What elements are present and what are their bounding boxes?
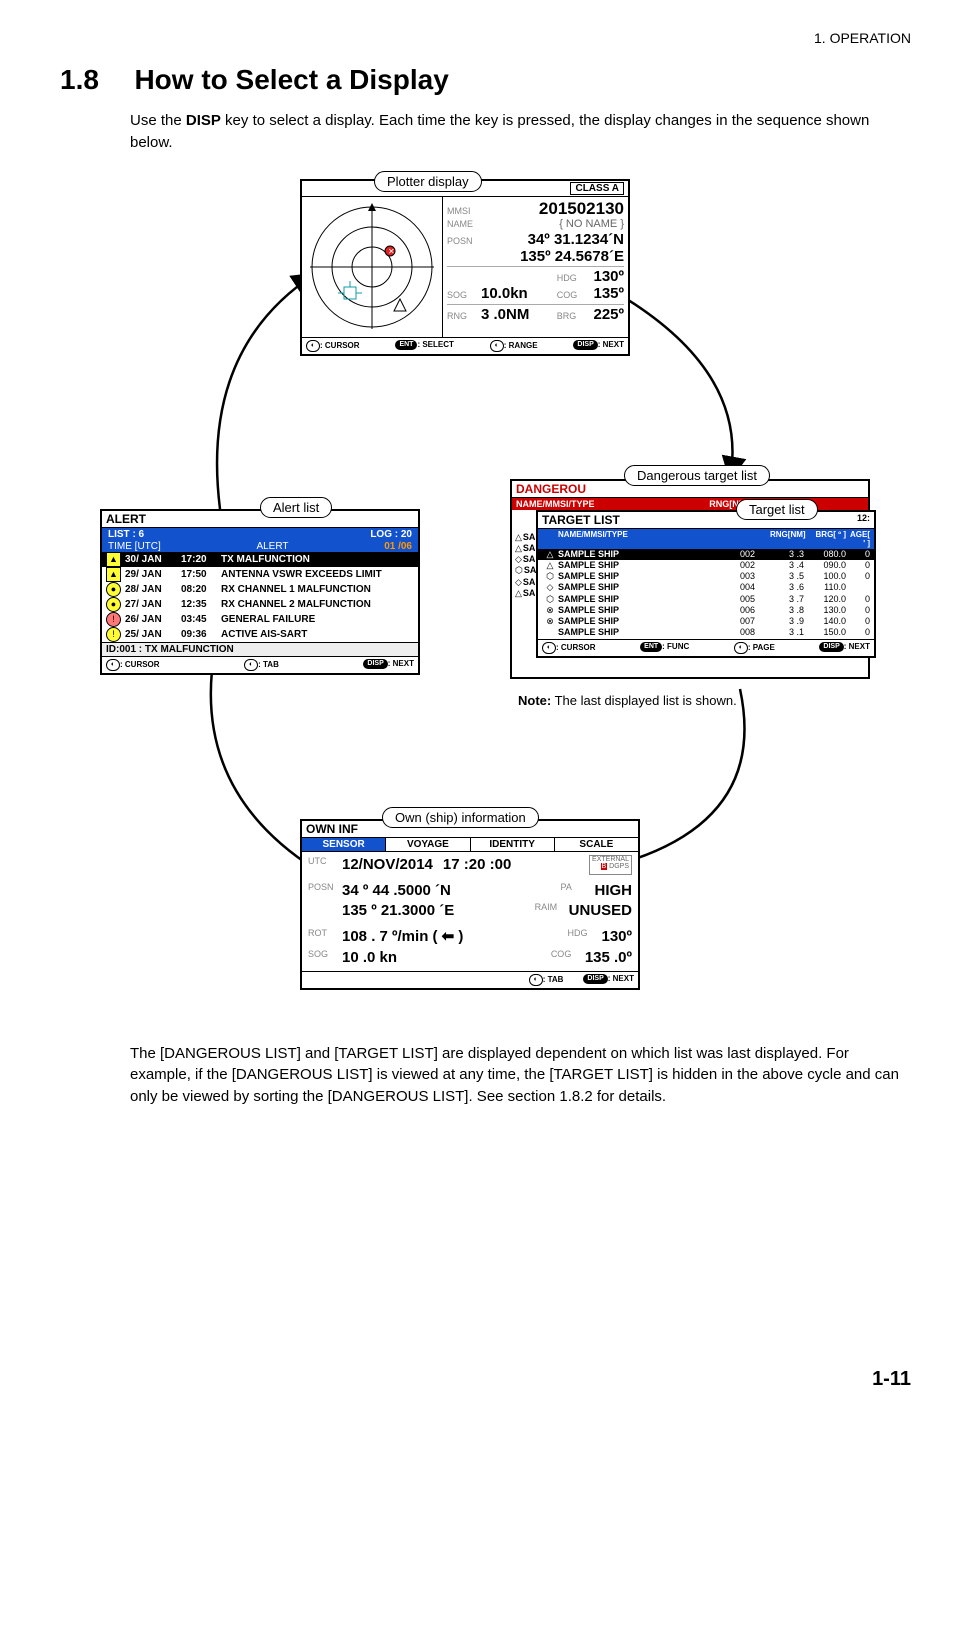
target-row: ◇SAMPLE SHIP0043 .6110.0 (538, 582, 874, 593)
svg-text:✕: ✕ (388, 247, 395, 256)
target-list-panel: TARGET LIST12: NAME/MMSI/TYPE RNG[NM] BR… (536, 510, 876, 658)
intro-paragraph: Use the DISP key to select a display. Ea… (130, 110, 911, 154)
note-text: Note: The last displayed list is shown. (518, 693, 737, 708)
alert-row: ▲30/ JAN17:20TX MALFUNCTION (102, 552, 418, 567)
target-row: SAMPLE SHIP0083 .1150.00 (538, 627, 874, 638)
own-tab[interactable]: SENSOR (302, 838, 386, 852)
own-tab[interactable]: VOYAGE (386, 838, 470, 852)
own-tab[interactable]: IDENTITY (471, 838, 555, 852)
closing-paragraph: The [DANGEROUS LIST] and [TARGET LIST] a… (130, 1043, 911, 1108)
section-number: 1.8 (60, 64, 130, 96)
alert-row: ▲29/ JAN17:50ANTENNA VSWR EXCEEDS LIMIT (102, 567, 418, 582)
alert-row: ●27/ JAN12:35RX CHANNEL 2 MALFUNCTION (102, 597, 418, 612)
dangerous-callout: Dangerous target list (624, 465, 770, 486)
target-row: ⊗SAMPLE SHIP0063 .8130.00 (538, 605, 874, 616)
class-label: CLASS A (570, 182, 624, 195)
plotter-panel: CLASS A ✕ (300, 179, 630, 356)
alert-panel: ALERT LIST : 6LOG : 20 TIME [UTC] ALERT … (100, 509, 420, 675)
alert-row: ●28/ JAN08:20RX CHANNEL 1 MALFUNCTION (102, 582, 418, 597)
target-row: ⊗SAMPLE SHIP0073 .9140.00 (538, 616, 874, 627)
plotter-callout: Plotter display (374, 171, 482, 192)
radar-scope: ✕ (302, 197, 443, 337)
target-row: △SAMPLE SHIP0023 .3080.00 (538, 549, 874, 560)
target-row: ⬡SAMPLE SHIP0033 .5100.00 (538, 571, 874, 582)
page-number: 1-11 (60, 1368, 911, 1391)
own-info-panel: OWN INF SENSORVOYAGEIDENTITYSCALE UTC12/… (300, 819, 640, 990)
own-info-callout: Own (ship) information (382, 807, 539, 828)
alert-row: !25/ JAN09:36ACTIVE AIS-SART (102, 627, 418, 642)
cycle-diagram: CLASS A ✕ (130, 169, 830, 1029)
target-callout: Target list (736, 499, 818, 520)
alert-callout: Alert list (260, 497, 332, 518)
target-row: ⬡SAMPLE SHIP0053 .7120.00 (538, 594, 874, 605)
alert-row: !26/ JAN03:45GENERAL FAILURE (102, 612, 418, 627)
section-title: How to Select a Display (134, 64, 448, 96)
chapter-header: 1. OPERATION (60, 30, 911, 46)
own-tab[interactable]: SCALE (555, 838, 638, 852)
target-row: △SAMPLE SHIP0023 .4090.00 (538, 560, 874, 571)
